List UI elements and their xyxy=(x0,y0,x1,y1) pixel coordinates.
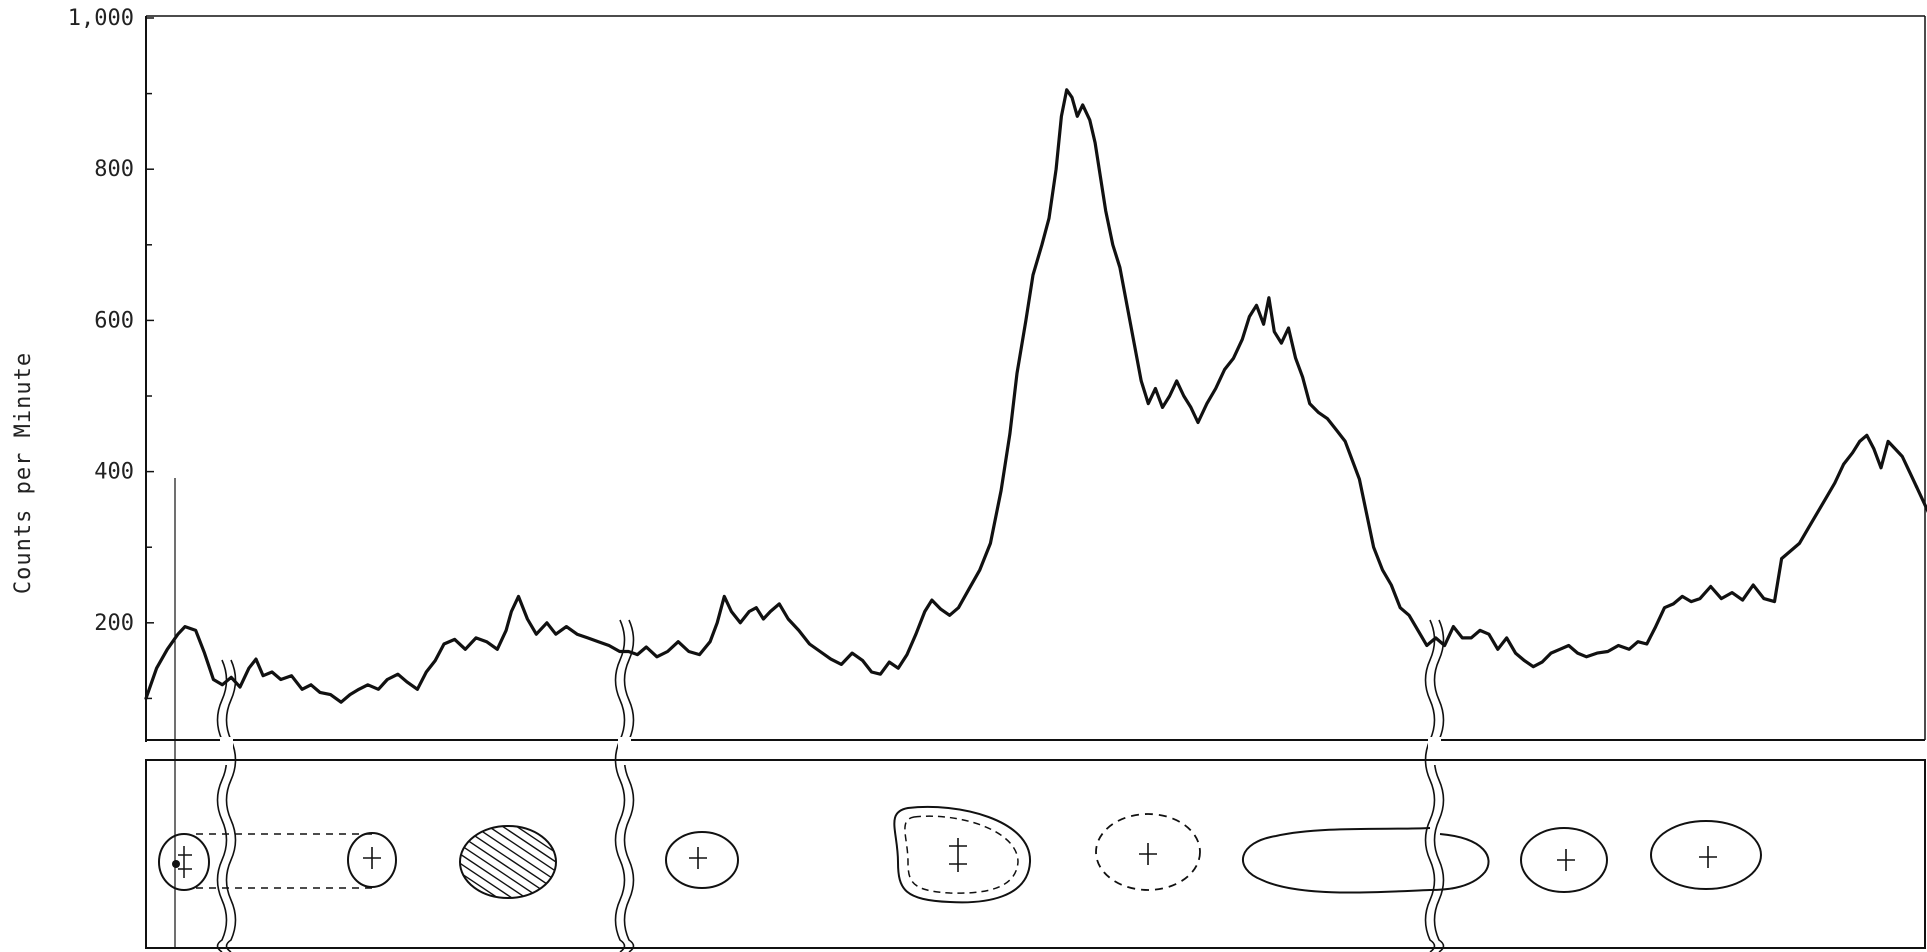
axes xyxy=(145,15,1926,948)
hatch-line xyxy=(460,826,505,898)
spot-5 xyxy=(893,805,1032,904)
axis-break-group xyxy=(216,619,1445,952)
spot-outline xyxy=(1650,820,1762,890)
axis-break-gap xyxy=(220,737,233,765)
y-tick-label: 400 xyxy=(94,460,134,485)
axis-break-line xyxy=(1433,619,1445,952)
hatch-line xyxy=(509,826,556,898)
hatch-line xyxy=(460,826,519,898)
axis-break-gap xyxy=(618,737,631,765)
y-tick-label: 600 xyxy=(94,308,134,333)
y-axis-title: Counts per Minute xyxy=(11,352,36,594)
spot-inner-outline xyxy=(904,815,1019,894)
y-tick-labels: 200 400 600 800 1,000 xyxy=(68,6,134,636)
spot-9 xyxy=(1650,820,1762,890)
y-tick-label: 200 xyxy=(94,611,134,636)
spot-2 xyxy=(196,832,397,889)
spot-trail xyxy=(196,833,372,889)
hatch-line xyxy=(460,826,463,898)
spot-8 xyxy=(1520,827,1608,893)
spot-outline xyxy=(1242,827,1490,894)
spot-outline xyxy=(459,825,557,899)
hatch-line xyxy=(481,826,556,898)
axis-break-line xyxy=(216,659,228,952)
spot-origin xyxy=(158,833,210,891)
y-tick-label: 1,000 xyxy=(68,6,134,31)
chromatogram-strip xyxy=(145,759,1926,949)
series-group xyxy=(144,88,1927,704)
hatch-line xyxy=(460,826,533,898)
spot-outline xyxy=(1520,827,1608,893)
spot-outline xyxy=(1095,813,1201,891)
series-line xyxy=(144,88,1919,704)
spot-4 xyxy=(665,831,739,889)
strip-border xyxy=(145,759,1926,949)
spot-outline xyxy=(893,805,1032,904)
axis-break-gap xyxy=(1428,737,1441,765)
axis-break-line xyxy=(614,619,626,952)
hatch-line xyxy=(460,826,547,898)
spot-outline xyxy=(665,831,739,889)
spot-6 xyxy=(1095,813,1201,891)
y-tick-label: 800 xyxy=(94,157,134,182)
hatch-line xyxy=(551,826,556,898)
spot-7 xyxy=(1242,827,1490,894)
hatch-line xyxy=(566,822,686,902)
hatch-line xyxy=(495,826,556,898)
axis-break-line xyxy=(225,659,237,952)
spot-outline xyxy=(158,833,210,891)
hatch-line xyxy=(467,826,556,898)
axis-break-line xyxy=(1424,619,1436,952)
spot-dot xyxy=(172,860,180,868)
axis-break-line xyxy=(623,619,635,952)
spot-outline xyxy=(347,832,397,888)
